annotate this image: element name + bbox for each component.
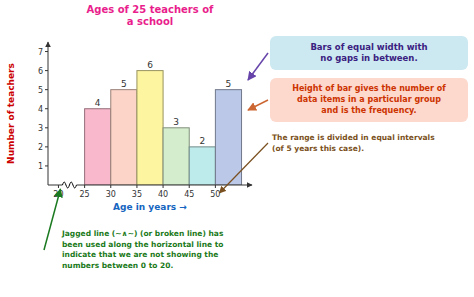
x-tick-label: 45 [184, 190, 194, 199]
x-tick [84, 185, 85, 188]
annotation-box [270, 78, 468, 122]
annotation-arrow [248, 100, 268, 110]
chart: Ages of 25 teachers ofa school4563252025… [0, 0, 474, 297]
x-tick [136, 185, 137, 188]
y-tick-label: 4 [38, 105, 43, 114]
bar [163, 128, 189, 185]
text-line: numbers between 0 to 20. [62, 261, 173, 270]
y-axis-line [48, 42, 49, 185]
x-axis-line [48, 185, 252, 186]
y-tick [45, 108, 48, 109]
x-tick-label: 25 [80, 190, 90, 199]
y-tick [45, 165, 48, 166]
x-tick [163, 185, 164, 188]
y-tick [45, 127, 48, 128]
y-tick-label: 7 [38, 48, 43, 57]
x-tick [189, 185, 190, 188]
x-tick [58, 185, 59, 188]
bar [85, 109, 111, 185]
text-line: (of 5 years this case). [272, 144, 364, 153]
annotation: Height of bar gives the number of data it… [292, 84, 446, 115]
text-line: Height of bar gives the number of [292, 84, 446, 93]
x-tick-label: 40 [158, 190, 168, 199]
x-axis-label: Age in years → [113, 202, 187, 212]
x-tick [110, 185, 111, 188]
data-label: 5 [226, 79, 232, 89]
annotation-arrow [219, 143, 268, 193]
annotation-arrow [44, 189, 60, 250]
x-tick [215, 185, 216, 188]
y-tick [45, 70, 48, 71]
x-tick-label: 50 [210, 190, 220, 199]
y-tick [45, 146, 48, 147]
data-label: 5 [121, 79, 127, 89]
annotation: Bars of equal width withno gaps in betwe… [310, 42, 427, 63]
text-line: The range is divided in equal intervals [272, 133, 435, 142]
annotation-arrow [248, 53, 268, 80]
annotation: The range is divided in equal intervals (… [272, 133, 435, 153]
text-line: data items in a particular group [297, 95, 441, 104]
y-tick-label: 2 [38, 143, 43, 152]
bar [189, 147, 215, 185]
text-line: Ages of 25 teachers of [87, 4, 215, 15]
y-tick [45, 51, 48, 52]
text-line: Bars of equal width with [310, 42, 427, 52]
data-label: 3 [173, 117, 179, 127]
x-tick-label: 30 [106, 190, 116, 199]
text-line: a school [127, 16, 173, 27]
data-label: 2 [199, 136, 205, 146]
data-label: 4 [95, 98, 101, 108]
axis-break [62, 182, 76, 188]
text-line: no gaps in between. [320, 53, 417, 63]
bars [85, 71, 242, 185]
text-line: been used along the horizontal line to [62, 240, 223, 249]
y-tick-label: 6 [38, 67, 43, 76]
text-line: indicate that we are not showing the [62, 250, 218, 259]
y-tick [45, 89, 48, 90]
y-tick-label: 3 [38, 124, 43, 133]
y-tick-label: 5 [38, 86, 43, 95]
data-label: 6 [147, 60, 153, 70]
annotation-box [270, 36, 468, 70]
annotation: Jagged line (∼∧∼) (or broken line) has be… [61, 229, 224, 270]
y-tick-label: 1 [38, 162, 43, 171]
title: Ages of 25 teachers ofa school [87, 4, 215, 27]
text-line: Jagged line (∼∧∼) (or broken line) has [61, 229, 224, 238]
bar [111, 90, 137, 185]
bar [215, 90, 241, 185]
bar [137, 71, 163, 185]
x-tick-label: 35 [132, 190, 142, 199]
text-line: and is the frequency. [321, 106, 416, 115]
y-axis-label: Number of teachers [6, 63, 16, 164]
